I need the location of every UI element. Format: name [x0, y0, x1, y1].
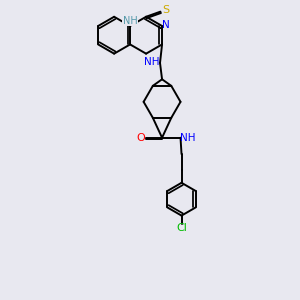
Text: N: N	[162, 20, 170, 30]
Text: O: O	[136, 133, 145, 143]
Text: NH: NH	[144, 57, 160, 67]
Text: S: S	[162, 4, 169, 15]
Text: NH: NH	[123, 16, 137, 26]
Text: Cl: Cl	[176, 223, 187, 233]
Text: NH: NH	[180, 133, 195, 143]
